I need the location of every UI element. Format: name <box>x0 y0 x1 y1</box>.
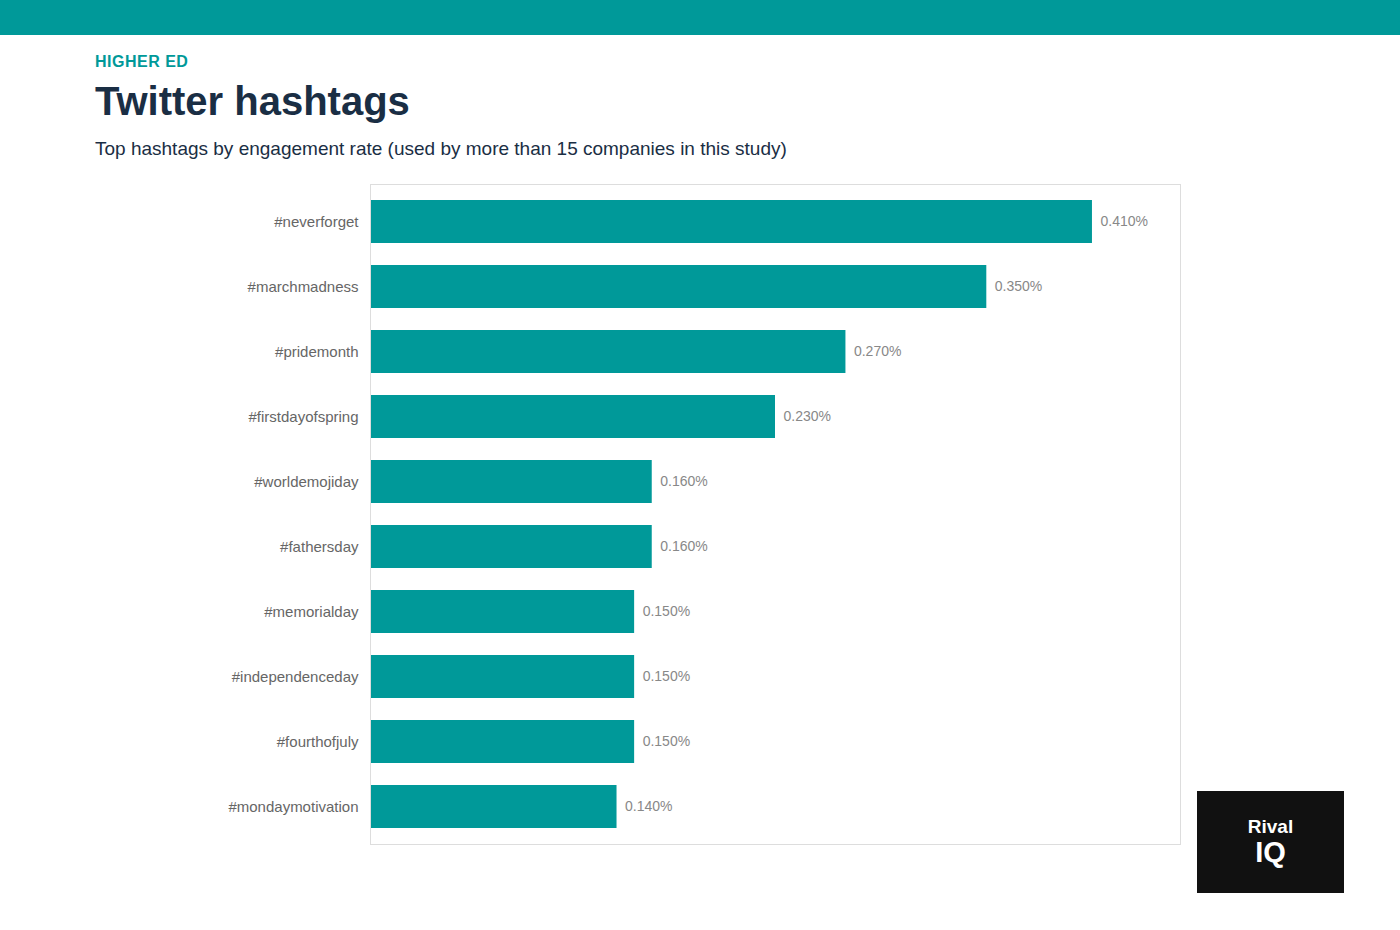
svg-text:#independenceday: #independenceday <box>232 668 359 685</box>
svg-text:0.270%: 0.270% <box>854 343 901 359</box>
svg-text:#neverforget: #neverforget <box>274 213 359 230</box>
svg-text:#firstdayofspring: #firstdayofspring <box>248 408 358 425</box>
html-text:HIGHER ED: HIGHER ED <box>95 53 189 70</box>
svg-text:#memorialday: #memorialday <box>264 603 359 620</box>
svg-text:0.160%: 0.160% <box>660 538 707 554</box>
svg-text:0.350%: 0.350% <box>995 278 1042 294</box>
svg-text:0.230%: 0.230% <box>784 408 831 424</box>
svg-text:#marchmadness: #marchmadness <box>248 278 359 295</box>
svg-text:0.150%: 0.150% <box>643 733 690 749</box>
svg-text:0.160%: 0.160% <box>660 473 707 489</box>
svg-text:#pridemonth: #pridemonth <box>275 343 358 360</box>
svg-text:0.150%: 0.150% <box>643 603 690 619</box>
svg-text:#mondaymotivation: #mondaymotivation <box>228 798 358 815</box>
html-text:Twitter hashtags: Twitter hashtags <box>95 79 410 123</box>
html-text:IQ: IQ <box>1255 835 1286 868</box>
svg-text:0.140%: 0.140% <box>625 798 672 814</box>
svg-text:#fathersday: #fathersday <box>280 538 359 555</box>
svg-text:#worldemojiday: #worldemojiday <box>254 473 359 490</box>
html-text:Top hashtags by engagement rat: Top hashtags by engagement rate (used by… <box>95 138 787 159</box>
svg-text:#fourthofjuly: #fourthofjuly <box>277 733 359 750</box>
svg-text:0.150%: 0.150% <box>643 668 690 684</box>
html-text:Rival: Rival <box>1247 815 1294 837</box>
svg-text:0.410%: 0.410% <box>1100 213 1147 229</box>
